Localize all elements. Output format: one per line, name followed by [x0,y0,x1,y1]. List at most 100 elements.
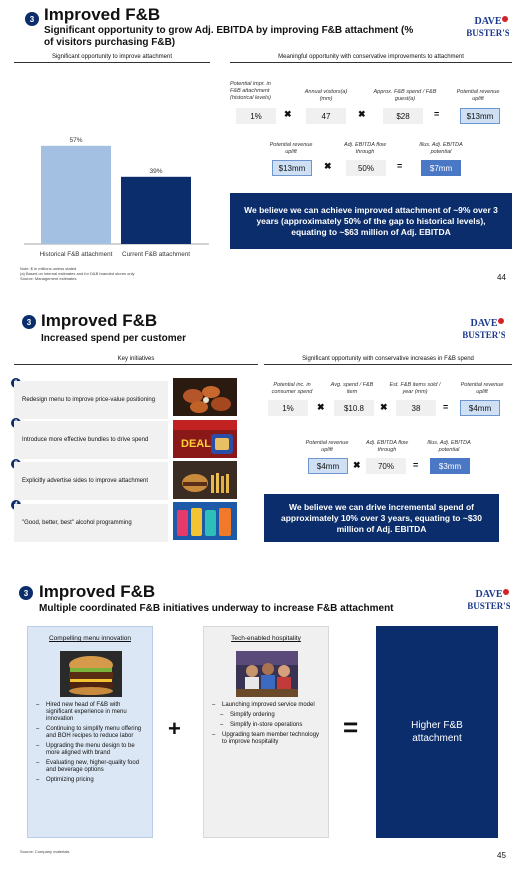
initiative-text: Introduce more effective bundles to driv… [22,437,149,443]
caption-items-sold: Est. F&B items sold / year (mm) [389,382,441,395]
burger-fries-photo [173,461,237,499]
footnote-line: (a) Based on internal estimates and for … [20,271,135,276]
caption-flow-through: Adj. EBITDA flow through [344,142,386,155]
multiply-icon: ✖ [353,460,361,470]
bullet-item: Hired new head of F&B with significant e… [36,702,148,723]
page-title: Improved F&B [39,582,156,601]
brand-logo: DAVE BUSTER'S [463,318,505,340]
equals-icon: = [443,402,449,412]
page-subtitle: Increased spend per customer [41,333,187,344]
page-number: 44 [497,273,506,282]
caption-flow-through: Adj. EBITDA flow through [366,440,408,453]
initiative-text: Redesign menu to improve price-value pos… [22,397,156,403]
right-section-header: Significant opportunity with conservativ… [264,356,512,365]
bullet-subitem: Simplify in-store operations [212,722,324,729]
panel-header: Tech-enabled hospitality [231,635,301,642]
value-revenue-uplift-2: $4mm [308,458,348,474]
tech-hospitality-list: Launching improved service model Simplif… [212,702,324,749]
brand-logo: DAVE BUSTER'S [467,11,509,41]
bullet-item: Launching improved service model [212,702,324,709]
right-section-header: Meaningful opportunity with conservative… [230,54,512,63]
page-title: Improved F&B [44,5,161,24]
initiative-item: Introduce more effective bundles to driv… [14,421,168,459]
initiative-item: Explicitly advertise sides to improve at… [14,462,168,500]
bullet-item: Upgrading team member technology to impr… [212,732,324,746]
svg-text:BUSTER'S: BUSTER'S [467,28,509,38]
bar-value-label: 57% [69,137,82,144]
footnote-line: Source: Management estimates [20,276,77,281]
plus-icon: + [168,716,181,741]
bullet-item: Upgrading the menu design to be more ali… [36,743,148,757]
bullet-subitem: Simplify ordering [212,712,324,719]
bar-2 [121,176,191,244]
value-visitors: 47 [306,108,346,124]
caption-revenue-uplift: Potential revenue uplift [269,142,313,155]
page-subtitle: Significant opportunity to grow Adj. EBI… [44,25,414,48]
initiative-text: Explicitly advertise sides to improve at… [22,478,149,484]
value-consumer-spend: 1% [268,400,308,416]
value-avg-spend: $10.8 [334,400,374,416]
initiative-item: "Good, better, best" alcohol programming [14,504,168,542]
page-number: 45 [497,851,506,860]
caption-avg-spend: Avg. spend / F&B item [330,382,374,395]
footnotes: Note: $ in millions unless stated (a) Ba… [20,266,220,281]
value-revenue-uplift-2: $13mm [272,160,312,176]
value-flow-through: 50% [346,160,386,176]
initiative-text: "Good, better, best" alcohol programming [22,520,132,526]
section-badge: 3 [22,315,36,329]
caption-visitors: Annual visitors(a) (mm) [304,89,348,102]
svg-text:DAVE: DAVE [470,318,497,329]
multiply-icon: ✖ [358,109,366,119]
value-items-sold: 38 [396,400,436,416]
multiply-icon: ✖ [324,161,332,171]
page-title: Improved F&B [41,311,158,330]
section-badge: 3 [19,586,33,600]
equals-icon: = [397,161,403,171]
multiply-icon: ✖ [284,109,292,119]
footnote: Source: Company materials [20,849,70,854]
left-section-header: Key initiatives [14,356,258,365]
burger-photo [60,651,122,697]
equals-icon: = [434,109,440,119]
left-section-header: Significant opportunity to improve attac… [14,54,210,63]
caption-revenue-uplift: Potential revenue uplift [305,440,349,453]
bar-1 [41,145,111,244]
multiply-icon: ✖ [380,402,388,412]
svg-text:BUSTER'S: BUSTER'S [463,330,505,340]
svg-text:DAVE: DAVE [474,16,501,27]
value-fb-spend: $28 [383,108,423,124]
caption-attachment: Potential impr. in F&B attachment (histo… [230,81,271,101]
value-ebitda-potential: $3mm [430,458,470,474]
value-flow-through: 70% [366,458,406,474]
bar-value-label: 39% [149,168,162,175]
initiative-item: Redesign menu to improve price-value pos… [14,381,168,419]
deal-text: DEAL [181,438,211,450]
equals-icon: = [343,712,359,742]
caption-fb-spend: Approx. F&B spend / F&B guest(a) [373,89,437,102]
result-box: Higher F&B attachment [376,626,498,838]
caption-ebitda-potential: Illus. Adj. EBITDA potential [427,440,471,453]
wings-photo [173,378,237,416]
bullet-item: Optimizing pricing [36,777,148,784]
caption-consumer-spend: Potential inc. in consumer spend [271,382,313,395]
cocktails-photo [173,502,237,540]
category-label: Current F&B attachment [122,251,190,258]
value-revenue-uplift: $13mm [460,108,500,124]
menu-innovation-list: Hired new head of F&B with significant e… [36,702,148,787]
value-revenue-uplift: $4mm [460,400,500,416]
panel-header: Compelling menu innovation [48,635,132,642]
value-ebitda-potential: $7mm [421,160,461,176]
multiply-icon: ✖ [317,402,325,412]
page-subtitle: Multiple coordinated F&B initiatives und… [39,603,394,614]
callout-box: We believe we can drive incremental spen… [264,494,499,542]
deal-bundle-photo: DEAL [173,420,237,458]
caption-ebitda-potential: Illus. Adj. EBITDA potential [419,142,463,155]
brand-logo: DAVE BUSTER'S [468,589,510,611]
svg-text:DAVE: DAVE [475,589,502,600]
attachment-bar-chart: 57% Historical F&B attachment 39% Current F… [24,137,209,258]
footnote-line: Note: $ in millions unless stated [20,266,77,271]
caption-revenue-uplift: Potential revenue uplift [456,89,500,102]
category-label: Historical F&B attachment [40,251,113,258]
guests-photo [236,651,298,697]
equals-icon: = [413,460,419,470]
